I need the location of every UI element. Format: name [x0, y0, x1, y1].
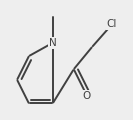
- Text: O: O: [83, 91, 91, 101]
- Text: N: N: [49, 38, 57, 48]
- Text: Cl: Cl: [107, 19, 117, 29]
